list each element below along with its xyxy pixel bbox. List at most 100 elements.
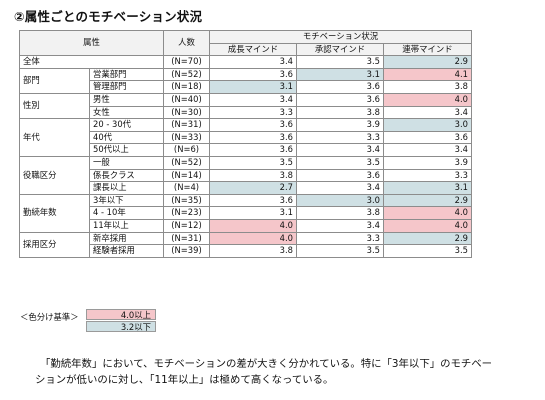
table-row: 性別 男性 (N=40) 3.4 3.6 4.0 xyxy=(19,92,472,120)
subgroup-label: 男性 xyxy=(89,92,164,107)
recognition-mind-score: 3.3 xyxy=(296,130,384,145)
table-row: 部門 営業部門 (N=52) 3.6 3.1 4.1 xyxy=(19,67,472,94)
solidarity-mind-score: 3.5 xyxy=(383,244,472,258)
recognition-mind-score: 3.5 xyxy=(296,155,384,170)
legend-title: ＜色分け基準＞ xyxy=(20,312,79,322)
sample-count: (N=14) xyxy=(163,168,210,183)
sample-count: (N=35) xyxy=(163,193,210,208)
group-label: 役職区分 xyxy=(19,155,90,195)
recognition-mind-score: 3.8 xyxy=(296,206,384,220)
subgroup-label: 20 - 30代 xyxy=(89,118,164,132)
group-label: 年代 xyxy=(19,118,90,157)
growth-mind-score: 3.4 xyxy=(209,55,297,69)
solidarity-mind-score: 3.3 xyxy=(383,168,472,183)
sample-count: (N=23) xyxy=(163,206,210,220)
sample-count: (N=30) xyxy=(163,105,210,120)
growth-mind-score: 4.0 xyxy=(209,218,297,233)
sample-count: (N=52) xyxy=(163,67,210,82)
sample-count: (N=12) xyxy=(163,218,210,233)
recognition-mind-score: 3.6 xyxy=(296,92,384,107)
growth-mind-score: 4.0 xyxy=(209,231,297,246)
table-row: 勤続年数 3年以下 (N=35) 3.6 3.0 2.9 xyxy=(19,193,472,233)
recognition-mind-score: 3.3 xyxy=(296,231,384,246)
sample-count: (N=31) xyxy=(163,231,210,246)
growth-mind-score: 3.6 xyxy=(209,118,297,132)
table-row: 全体 (N=70) 3.4 3.5 2.9 xyxy=(19,55,472,69)
table-row: 管理部門 (N=18) 3.1 3.6 3.8 xyxy=(20,80,472,94)
group-label: 採用区分 xyxy=(19,231,90,258)
subgroup-label: 係長クラス xyxy=(89,168,164,183)
table-row: 課長以上 (N=4) 2.7 3.4 3.1 xyxy=(20,181,472,195)
recognition-mind-score: 3.4 xyxy=(296,143,384,157)
table-body: 全体 (N=70) 3.4 3.5 2.9 部門 営業部門 (N=52) 3.6 3.1 4.1 管理… xyxy=(19,55,472,258)
recognition-mind-score: 3.5 xyxy=(296,244,384,258)
growth-mind-score: 3.6 xyxy=(209,67,297,82)
group-label: 勤続年数 xyxy=(19,193,90,233)
table-row: 50代以上 (N=6) 3.6 3.4 3.4 xyxy=(20,143,472,157)
solidarity-mind-score: 3.4 xyxy=(383,105,472,120)
solidarity-mind-score: 4.0 xyxy=(383,206,472,220)
subgroup-label: 新卒採用 xyxy=(89,231,164,246)
subgroup-label: 3年以下 xyxy=(89,193,164,208)
growth-mind-score: 3.1 xyxy=(209,80,297,94)
growth-mind-score: 3.3 xyxy=(209,105,297,120)
subgroup-label: 課長以上 xyxy=(89,181,164,195)
table-row: 経験者採用 (N=39) 3.8 3.5 3.5 xyxy=(20,244,472,258)
legend-low-swatch: 3.2以下 xyxy=(86,321,156,332)
recognition-mind-score: 3.6 xyxy=(296,168,384,183)
growth-mind-score: 3.1 xyxy=(209,206,297,220)
solidarity-mind-score: 3.8 xyxy=(383,80,472,94)
sample-count: (N=31) xyxy=(163,118,210,132)
subgroup-label: 一般 xyxy=(89,155,164,170)
sample-count: (N=40) xyxy=(163,92,210,107)
subgroup-label: 11年以上 xyxy=(89,218,164,233)
table-row: 年代 20 - 30代 (N=31) 3.6 3.9 3.0 xyxy=(19,118,472,157)
growth-mind-score: 3.8 xyxy=(209,168,297,183)
summary-line-2: ションが低いのに対し、「11年以上」は極めて高くなっている。 xyxy=(35,374,334,386)
recognition-mind-score: 3.9 xyxy=(296,118,384,132)
table-row: 11年以上 (N=12) 4.0 3.4 4.0 xyxy=(20,218,472,233)
recognition-mind-score: 3.6 xyxy=(296,80,384,94)
group-label: 全体 xyxy=(19,55,164,69)
header-solidarity-mind: 連帯マインド xyxy=(383,42,472,57)
table-row: 採用区分 新卒採用 (N=31) 4.0 3.3 2.9 xyxy=(19,231,472,258)
sample-count: (N=52) xyxy=(163,155,210,170)
summary-line-1: 「勤続年数」において、モチベーションの差が大きく分かれている。特に「3年以下」の… xyxy=(40,358,493,370)
subgroup-label: 管理部門 xyxy=(89,80,164,94)
solidarity-mind-score: 3.6 xyxy=(383,130,472,145)
solidarity-mind-score: 3.1 xyxy=(383,181,472,195)
sample-count: (N=33) xyxy=(163,130,210,145)
subgroup-label: 4 - 10年 xyxy=(89,206,164,220)
growth-mind-score: 3.8 xyxy=(209,244,297,258)
page-title: ②属性ごとのモチベーション状況 xyxy=(14,9,203,24)
subgroup-label: 経験者採用 xyxy=(89,244,164,258)
solidarity-mind-score: 2.9 xyxy=(383,193,472,208)
subgroup-label: 女性 xyxy=(89,105,164,120)
solidarity-mind-score: 3.9 xyxy=(383,155,472,170)
recognition-mind-score: 3.1 xyxy=(296,67,384,82)
growth-mind-score: 3.6 xyxy=(209,193,297,208)
growth-mind-score: 3.6 xyxy=(209,143,297,157)
recognition-mind-score: 3.8 xyxy=(296,105,384,120)
sample-count: (N=39) xyxy=(163,244,210,258)
table-row: 40代 (N=33) 3.6 3.3 3.6 xyxy=(20,130,472,145)
growth-mind-score: 2.7 xyxy=(209,181,297,195)
table-row: 4 - 10年 (N=23) 3.1 3.8 4.0 xyxy=(20,206,472,220)
growth-mind-score: 3.6 xyxy=(209,130,297,145)
recognition-mind-score: 3.5 xyxy=(296,55,384,69)
solidarity-mind-score: 3.4 xyxy=(383,143,472,157)
group-label: 性別 xyxy=(19,92,90,120)
legend-high-swatch: 4.0以上 xyxy=(86,309,156,320)
growth-mind-score: 3.4 xyxy=(209,92,297,107)
sample-count: (N=18) xyxy=(163,80,210,94)
attribute-motivation-table: 属性 人数 モチベーション状況 成長マインド 承認マインド 連帯マインド 全体(… xyxy=(19,29,472,258)
header-recognition-mind: 承認マインド xyxy=(296,42,384,57)
table-row: 役職区分 一般 (N=52) 3.5 3.5 3.9 xyxy=(19,155,472,195)
growth-mind-score: 3.5 xyxy=(209,155,297,170)
solidarity-mind-score: 2.9 xyxy=(383,231,472,246)
group-label: 部門 xyxy=(19,67,90,94)
recognition-mind-score: 3.4 xyxy=(296,218,384,233)
solidarity-mind-score: 4.1 xyxy=(383,67,472,82)
subgroup-label: 営業部門 xyxy=(89,67,164,82)
header-growth-mind: 成長マインド xyxy=(209,42,297,57)
